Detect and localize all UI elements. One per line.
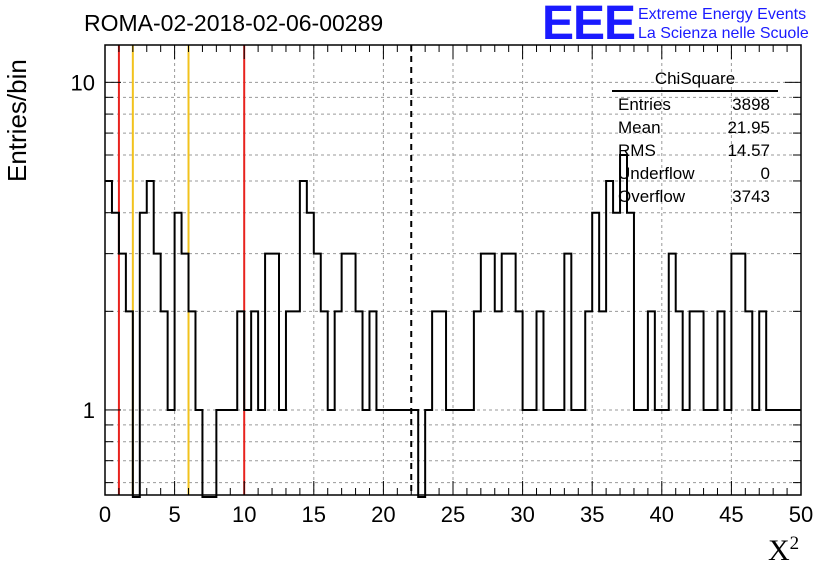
x-tick-label: 50 xyxy=(789,502,813,527)
logo-line-2: La Scienza nelle Scuole xyxy=(638,25,809,42)
stats-row-name: Underflow xyxy=(618,164,695,183)
x-tick-label: 25 xyxy=(441,502,465,527)
x-tick-label: 15 xyxy=(302,502,326,527)
stats-row-value: 14.57 xyxy=(727,141,770,160)
y-axis-label: Entries/bin xyxy=(2,59,32,182)
stats-box: ChiSquare Entries 3898 Mean 21.95 RMS 14.57 Un… xyxy=(612,68,778,208)
stats-row-name: RMS xyxy=(618,141,656,160)
stats-row: Overflow 3743 xyxy=(612,185,778,208)
x-axis-label: X2 xyxy=(768,533,799,568)
y-tick-label: 10 xyxy=(71,70,95,95)
stats-row-value: 21.95 xyxy=(727,118,770,137)
x-tick-label: 10 xyxy=(232,502,256,527)
logo-mark: EEE xyxy=(542,0,636,50)
stats-row-value: 3743 xyxy=(732,187,770,206)
x-tick-label: 30 xyxy=(510,502,534,527)
histogram-step-line xyxy=(105,154,801,498)
stats-row-name: Overflow xyxy=(618,187,686,206)
stats-row: Underflow 0 xyxy=(612,162,778,185)
logo-line-1: Extreme Energy Events xyxy=(638,6,807,23)
x-tick-label: 35 xyxy=(580,502,604,527)
stats-row-name: Mean xyxy=(618,118,661,137)
x-tick-label: 45 xyxy=(719,502,743,527)
stats-title: ChiSquare xyxy=(654,69,736,88)
stats-row: Mean 21.95 xyxy=(612,116,778,139)
stats-divider xyxy=(612,90,778,92)
y-tick-label: 1 xyxy=(83,398,95,423)
stats-row-value: 0 xyxy=(760,164,770,183)
x-tick-label: 20 xyxy=(371,502,395,527)
stats-rows: Entries 3898 Mean 21.95 RMS 14.57 Underflow 0 Ov… xyxy=(612,93,778,208)
stats-row: RMS 14.57 xyxy=(612,139,778,162)
stats-row: Entries 3898 xyxy=(612,93,778,116)
x-axis-label-superscript: 2 xyxy=(789,533,800,554)
chart-title: ROMA-02-2018-02-06-00289 xyxy=(84,10,384,36)
stats-row-value: 3898 xyxy=(732,95,770,114)
x-tick-label: 5 xyxy=(168,502,180,527)
x-axis-label-base: X xyxy=(768,534,790,567)
stats-row-name: Entries xyxy=(618,95,671,114)
x-tick-label: 0 xyxy=(99,502,111,527)
x-tick-label: 40 xyxy=(650,502,674,527)
